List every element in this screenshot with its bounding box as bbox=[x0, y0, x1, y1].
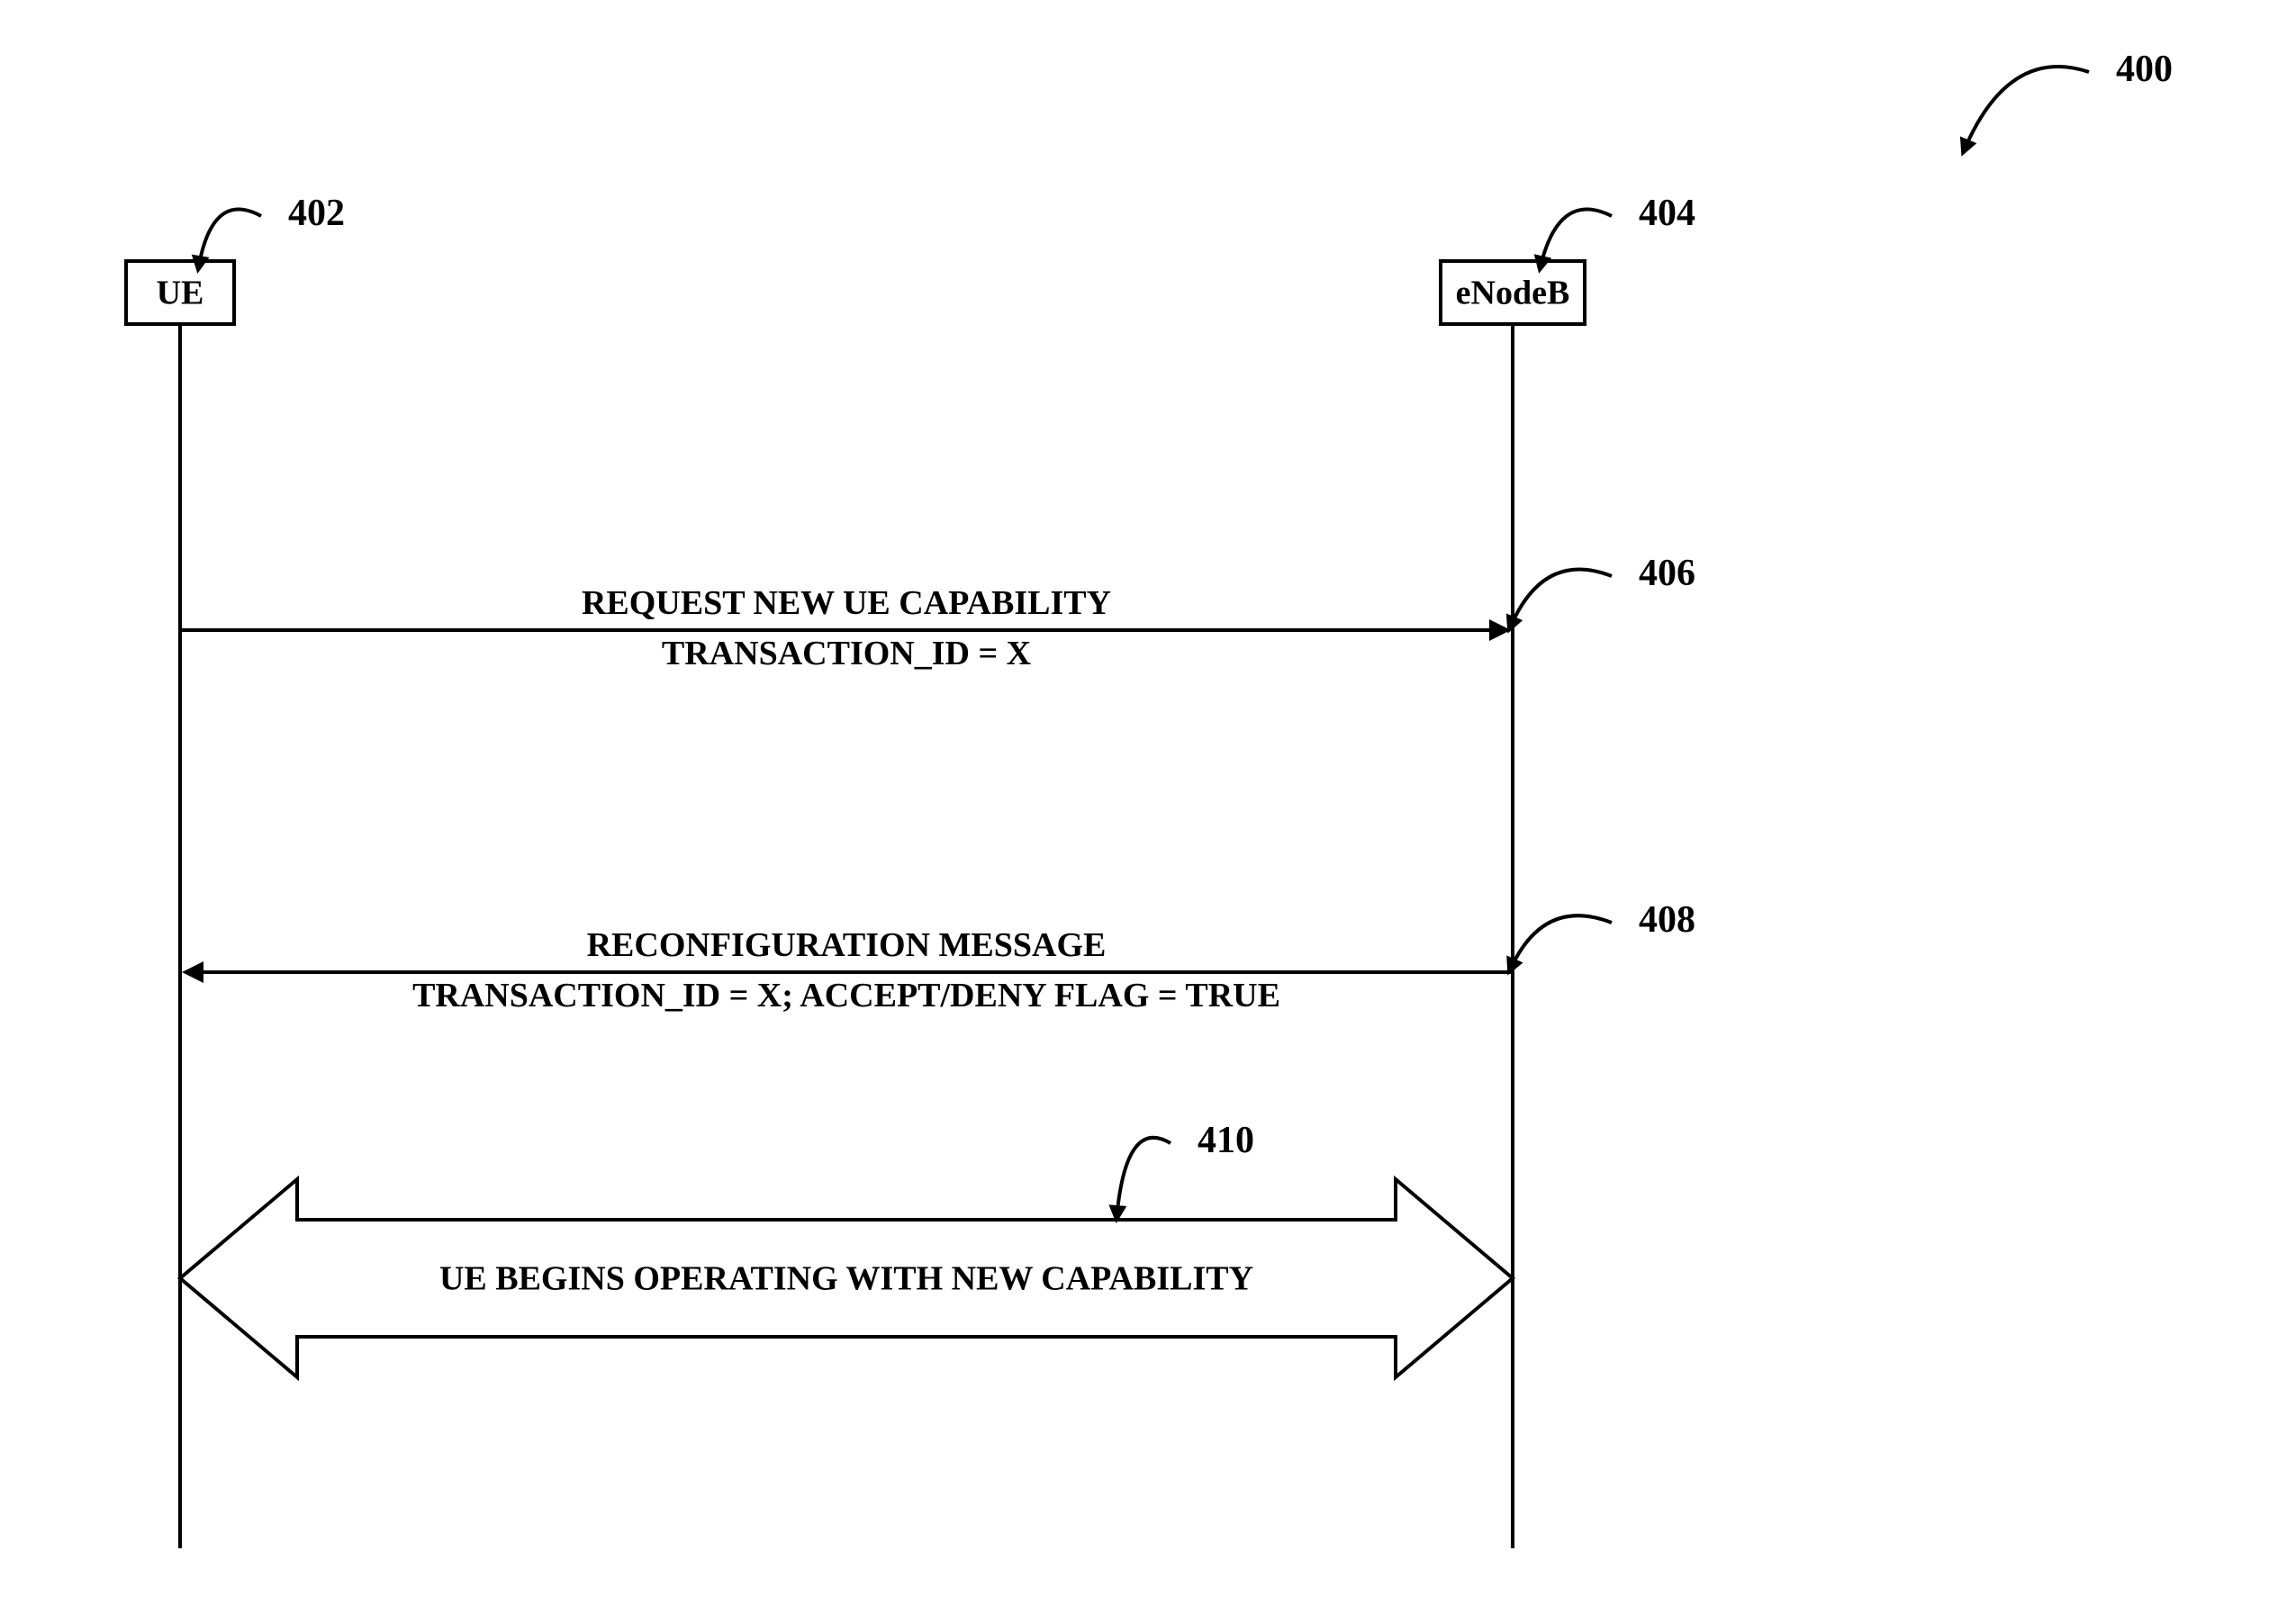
actor-ue: UE 402 bbox=[126, 193, 345, 1548]
figure-ref-400: 400 bbox=[1963, 49, 2173, 153]
ref-400-label: 400 bbox=[2116, 49, 2173, 90]
message-408-line1: RECONFIGURATION MESSAGE bbox=[587, 926, 1107, 964]
actor-ue-label: UE bbox=[157, 275, 204, 312]
message-406-line1: REQUEST NEW UE CAPABILITY bbox=[582, 584, 1111, 622]
ref-410-label: 410 bbox=[1198, 1120, 1254, 1161]
message-406: REQUEST NEW UE CAPABILITY TRANSACTION_ID… bbox=[182, 553, 1695, 672]
actor-enodeb-label: eNodeB bbox=[1456, 275, 1570, 312]
ref-404-label: 404 bbox=[1639, 193, 1695, 234]
actor-enodeb: eNodeB 404 bbox=[1441, 193, 1695, 1548]
block-410: UE BEGINS OPERATING WITH NEW CAPABILITY … bbox=[180, 1120, 1513, 1377]
message-408-line2: TRANSACTION_ID = X; ACCEPT/DENY FLAG = T… bbox=[412, 977, 1280, 1014]
ref-402-label: 402 bbox=[288, 193, 345, 234]
ref-406-label: 406 bbox=[1639, 553, 1695, 594]
message-406-line2: TRANSACTION_ID = X bbox=[662, 635, 1031, 672]
block-410-text: UE BEGINS OPERATING WITH NEW CAPABILITY bbox=[439, 1260, 1253, 1298]
message-408: RECONFIGURATION MESSAGE TRANSACTION_ID =… bbox=[185, 899, 1695, 1014]
ref-408-label: 408 bbox=[1639, 899, 1695, 941]
